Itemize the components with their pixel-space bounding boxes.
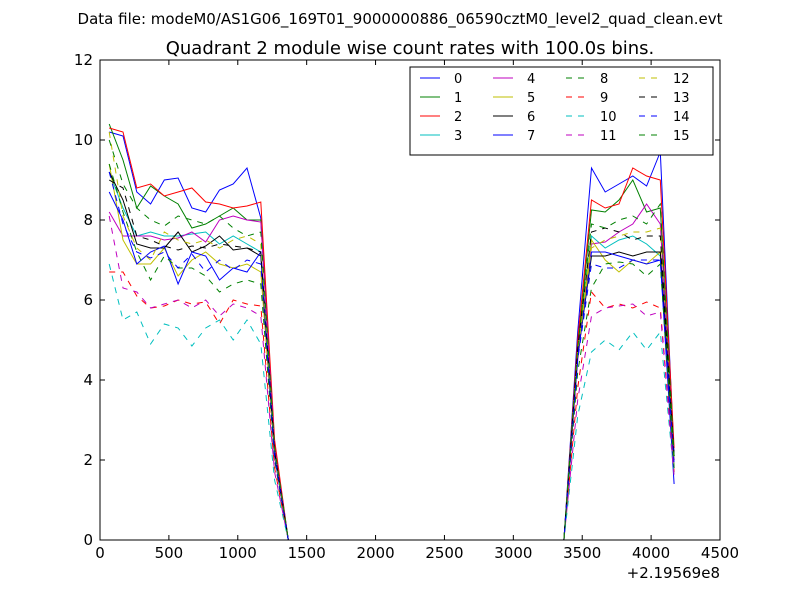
legend-label-0: 0: [454, 72, 462, 87]
chart-suptitle: Data file: modeM0/AS1G06_169T01_90000008…: [78, 10, 723, 29]
x-tick-label: 0: [95, 544, 105, 562]
series-layer: [108, 123, 675, 541]
x-tick-label: 1500: [288, 544, 326, 562]
x-tick-label: 4000: [632, 544, 670, 562]
legend-label-4: 4: [527, 72, 535, 87]
y-tick-label: 8: [83, 211, 93, 229]
series-line-10: [108, 263, 675, 541]
y-tick-label: 10: [74, 131, 93, 149]
y-tick-label: 12: [74, 51, 93, 69]
x-tick-label: 3000: [494, 544, 532, 562]
y-tick-label: 0: [83, 531, 93, 549]
legend-label-6: 6: [527, 110, 535, 125]
x-tick-label: 3500: [563, 544, 601, 562]
x-tick-label: 2000: [356, 544, 394, 562]
axis-ticks: 0 500 1000 1500 2000 2500 3000 3500 4000 4500 0 2 4 6…: [74, 51, 739, 562]
y-tick-label: 4: [83, 371, 93, 389]
series-line-9: [109, 271, 675, 541]
legend-label-1: 1: [454, 91, 462, 106]
series-line-0: [109, 131, 675, 541]
x-offset-label: +2.19569e8: [627, 564, 720, 582]
x-tick-label: 500: [155, 544, 184, 562]
legend-label-13: 13: [673, 91, 690, 106]
legend-label-2: 2: [454, 110, 462, 125]
legend-label-15: 15: [673, 129, 690, 144]
legend-label-10: 10: [600, 110, 617, 125]
x-tick-label: 4500: [701, 544, 739, 562]
legend-frame: [409, 66, 714, 156]
legend-label-7: 7: [527, 129, 535, 144]
y-tick-label: 6: [83, 291, 93, 309]
x-tick-label: 1000: [219, 544, 257, 562]
chart-title: Quadrant 2 module wise count rates with …: [166, 38, 655, 59]
legend-label-3: 3: [454, 129, 462, 144]
legend-label-14: 14: [673, 110, 690, 125]
legend-label-9: 9: [600, 91, 608, 106]
legend-label-8: 8: [600, 72, 608, 87]
series-line-7: [108, 191, 675, 541]
legend-label-5: 5: [527, 91, 535, 106]
y-tick-label: 2: [83, 451, 93, 469]
x-tick-label: 2500: [425, 544, 463, 562]
legend-label-12: 12: [673, 72, 690, 87]
legend-label-11: 11: [600, 129, 617, 144]
series-line-15: [108, 139, 675, 541]
series-line-13: [108, 179, 675, 541]
